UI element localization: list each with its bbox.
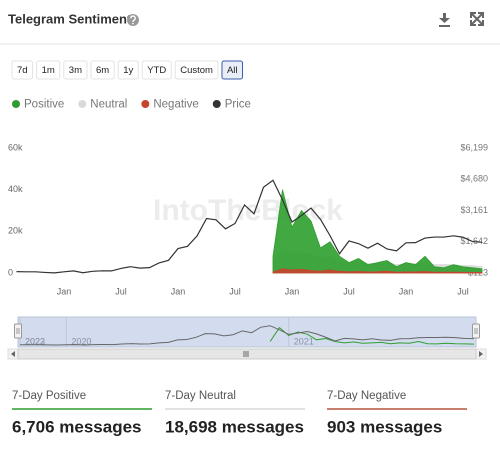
y-tick-label: 0 (8, 267, 13, 277)
fullscreen-icon[interactable] (470, 12, 484, 26)
button-box[interactable] (141, 60, 172, 80)
watermark: IntoTheBlock (153, 194, 343, 227)
navigator-year-label: 2022 (25, 336, 45, 346)
button-box[interactable] (221, 60, 244, 80)
button-label[interactable]: 7d (17, 65, 28, 76)
scrollbar-thumb[interactable] (17, 348, 477, 360)
handle-box[interactable] (472, 323, 480, 339)
button-label[interactable]: 1m (42, 65, 55, 76)
button-label[interactable]: All (227, 65, 238, 76)
x-tick-label: Jul (115, 286, 127, 296)
legend: Positive Neutral Negative Price (12, 99, 251, 111)
button-box[interactable] (63, 60, 88, 80)
legend-label[interactable]: Negative (153, 99, 198, 111)
stat-label: 7-Day Neutral (165, 390, 236, 402)
range-button[interactable]: 7d (11, 60, 34, 80)
legend-marker[interactable] (12, 100, 20, 108)
button-label[interactable]: YTD (147, 65, 166, 76)
stat-value: 18,698 messages (165, 417, 304, 436)
range-buttons: 7d 1m 3m 6m 1y YTD Custom All (11, 60, 244, 80)
y-tick-label: 20k (8, 226, 23, 236)
stats: 7-Day Positive 6,706 messages 7-Day Neutra… (12, 390, 467, 436)
navigator-price-line (19, 325, 475, 346)
range-button[interactable]: 1m (36, 60, 61, 80)
legend-marker[interactable] (78, 100, 87, 108)
button-box[interactable] (117, 60, 139, 80)
range-button[interactable]: 6m (90, 60, 115, 80)
legend-marker[interactable] (141, 100, 150, 108)
button-box[interactable] (174, 60, 219, 80)
sentiment-area (272, 189, 483, 274)
range-button[interactable]: All (221, 60, 244, 80)
stat-value: 903 messages (327, 417, 442, 436)
x-tick-label: Jan (171, 286, 186, 296)
stat-label: 7-Day Positive (12, 390, 86, 402)
legend-label[interactable]: Neutral (90, 99, 127, 111)
range-button[interactable]: YTD (141, 60, 172, 80)
navigator-handle[interactable] (472, 323, 480, 339)
navigator-positive-line (269, 326, 475, 345)
range-button[interactable]: 3m (63, 60, 88, 80)
legend-marker[interactable] (212, 100, 221, 108)
button-box[interactable] (90, 60, 115, 80)
button-label[interactable]: Custom (180, 65, 213, 76)
x-tick-label: Jan (57, 286, 72, 296)
widget-title: Telegram Sentiment (8, 11, 132, 26)
range-button[interactable]: 1y (117, 60, 139, 80)
navigator-year-label: 2023 (25, 336, 45, 346)
x-tick-label: Jul (457, 286, 469, 296)
x-tick-label: Jul (343, 286, 355, 296)
x-tick-label: Jul (229, 286, 241, 296)
button-label[interactable]: 1y (123, 65, 133, 76)
handle-box[interactable] (14, 323, 22, 339)
legend-label[interactable]: Positive (24, 99, 64, 111)
button-label[interactable]: 6m (96, 65, 109, 76)
plot: IntoTheBlock020k40k60k$123$1,642$3,161$4… (8, 142, 488, 296)
range-button[interactable]: Custom (174, 60, 219, 80)
scroll-right[interactable] (479, 351, 483, 357)
button-box[interactable] (11, 60, 34, 80)
y2-tick-label: $3,161 (460, 205, 488, 215)
handle-grip[interactable] (16, 328, 20, 334)
stat-value: 6,706 messages (12, 417, 142, 436)
legend-label[interactable]: Price (225, 99, 251, 111)
help-icon[interactable] (127, 14, 139, 26)
download-icon[interactable] (439, 13, 450, 27)
navigator-handle[interactable] (14, 323, 22, 339)
y2-tick-label: $6,199 (460, 142, 488, 152)
x-tick-label: Jan (285, 286, 300, 296)
stat-label: 7-Day Negative (327, 390, 406, 402)
scroll-left[interactable] (11, 351, 15, 357)
y-tick-label: 40k (8, 184, 23, 194)
button-label[interactable]: 3m (69, 65, 82, 76)
x-tick-label: Jan (399, 286, 414, 296)
y-tick-label: 60k (8, 142, 23, 152)
sentiment-area (272, 268, 483, 274)
navigator-year-label: 2020 (71, 336, 91, 346)
button-box[interactable] (36, 60, 61, 80)
handle-grip[interactable] (474, 328, 478, 334)
y2-tick-label: $4,680 (460, 174, 488, 184)
navigator-year-label: 2021 (294, 336, 314, 346)
scrollbar[interactable] (7, 348, 487, 360)
price-line (16, 179, 483, 274)
scroll-grip[interactable] (243, 351, 249, 357)
